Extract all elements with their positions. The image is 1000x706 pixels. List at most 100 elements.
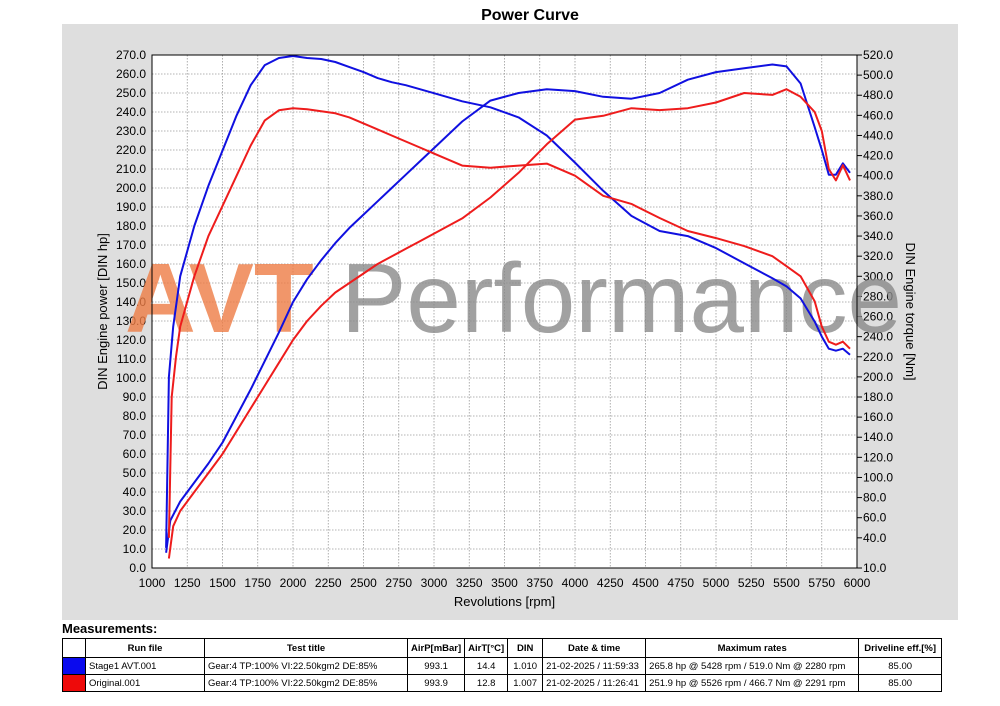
y-left-tick-label: 170.0 bbox=[116, 238, 146, 252]
x-tick-label: 5000 bbox=[703, 576, 730, 590]
series-line-power-stage1 bbox=[165, 63, 851, 553]
y-left-tick-label: 60.0 bbox=[123, 447, 147, 461]
x-tick-label: 2500 bbox=[350, 576, 377, 590]
x-tick-label: 1250 bbox=[174, 576, 201, 590]
y-right-tick-label: 420.0 bbox=[863, 149, 893, 163]
y-right-tick-label: 440.0 bbox=[863, 128, 893, 142]
airp-cell: 993.9 bbox=[406, 674, 466, 692]
watermark-part1: AVT bbox=[125, 243, 314, 353]
y-right-tick-label: 240.0 bbox=[863, 330, 893, 344]
y-left-tick-label: 250.0 bbox=[116, 86, 146, 100]
chart-svg: Power Curve 1000 1250 1500 1750 2000 2250 2500 2… bbox=[62, 7, 958, 620]
y-left-tick-label: 120.0 bbox=[116, 333, 146, 347]
din-cell: 1.010 bbox=[507, 657, 544, 675]
airt-cell: 14.4 bbox=[464, 657, 509, 675]
datetime-cell: 21-02-2025 / 11:26:41 bbox=[542, 674, 647, 692]
x-tick-label: 4000 bbox=[562, 576, 589, 590]
y-right-tick-label: 480.0 bbox=[863, 88, 893, 102]
datetime-cell: 21-02-2025 / 11:59:33 bbox=[542, 657, 647, 675]
x-axis-label: Revolutions [rpm] bbox=[454, 594, 555, 609]
col-header-driveline-eff: Driveline eff.[%] bbox=[858, 638, 943, 658]
y-right-tick-label: 220.0 bbox=[863, 350, 893, 364]
y-left-tick-label: 90.0 bbox=[123, 390, 147, 404]
y-right-tick-label: 260.0 bbox=[863, 310, 893, 324]
x-tick-label: 5750 bbox=[808, 576, 835, 590]
col-header-run-file: Run file bbox=[85, 638, 205, 658]
run-file-cell: Original.001 bbox=[85, 674, 205, 692]
y-right-tick-label: 340.0 bbox=[863, 229, 893, 243]
y-right-tick-label: 360.0 bbox=[863, 209, 893, 223]
col-header-airp: AirP[mBar] bbox=[406, 638, 466, 658]
y-left-tick-label: 70.0 bbox=[123, 428, 147, 442]
y-left-tick-label: 200.0 bbox=[116, 181, 146, 195]
y-right-tick-label: 80.0 bbox=[863, 491, 887, 505]
chart-title: Power Curve bbox=[481, 7, 579, 24]
run-color-swatch bbox=[62, 674, 86, 692]
col-header-airt: AirT[°C] bbox=[464, 638, 509, 658]
driveline-eff-cell: 85.00 bbox=[858, 657, 943, 675]
table-header-row: Run file Test title AirP[mBar] AirT[°C] … bbox=[62, 638, 943, 658]
x-tick-label: 1000 bbox=[139, 576, 166, 590]
y-right-tick-label: 460.0 bbox=[863, 108, 893, 122]
max-rates-cell: 251.9 hp @ 5526 rpm / 466.7 Nm @ 2291 rp… bbox=[645, 674, 860, 692]
x-tick-label: 3000 bbox=[421, 576, 448, 590]
y-right-tick-label: 300.0 bbox=[863, 269, 893, 283]
y-left-tick-label: 220.0 bbox=[116, 143, 146, 157]
watermark-part2: Performance bbox=[314, 243, 902, 353]
y-right-tick-label: 120.0 bbox=[863, 450, 893, 464]
y-left-tick-label: 180.0 bbox=[116, 219, 146, 233]
y-left-tick-label: 30.0 bbox=[123, 504, 147, 518]
x-tick-label: 4500 bbox=[632, 576, 659, 590]
y-left-tick-label: 0.0 bbox=[129, 561, 146, 575]
x-tick-label: 3750 bbox=[526, 576, 553, 590]
y-right-tick-label: 520.0 bbox=[863, 48, 893, 62]
swatch-header bbox=[62, 638, 86, 658]
col-header-din: DIN bbox=[507, 638, 544, 658]
table-row[interactable]: Original.001 Gear:4 TP:100% VI:22.50kgm2… bbox=[62, 674, 943, 692]
watermark-text: AVT Performance bbox=[125, 243, 902, 353]
airt-cell: 12.8 bbox=[464, 674, 509, 692]
col-header-max-rates: Maximum rates bbox=[645, 638, 860, 658]
measurements-table: Run file Test title AirP[mBar] AirT[°C] … bbox=[62, 638, 943, 692]
series-line-torque-stage1 bbox=[165, 55, 851, 548]
y-left-tick-label: 20.0 bbox=[123, 523, 147, 537]
y-left-tick-label: 110.0 bbox=[117, 352, 146, 366]
y-left-tick-label: 240.0 bbox=[116, 105, 146, 119]
y-right-tick-label: 40.0 bbox=[863, 531, 887, 545]
y-right-axis-label: DIN Engine torque [Nm] bbox=[903, 242, 918, 380]
y-right-tick-label: 180.0 bbox=[863, 390, 893, 404]
measurements-title: Measurements: bbox=[62, 621, 158, 636]
run-color-swatch bbox=[62, 657, 86, 675]
x-tick-label: 6000 bbox=[844, 576, 871, 590]
din-cell: 1.007 bbox=[507, 674, 544, 692]
y-right-tick-label: 160.0 bbox=[863, 410, 893, 424]
y-right-tick-label: 60.0 bbox=[863, 511, 887, 525]
y-left-tick-label: 140.0 bbox=[116, 295, 146, 309]
table-row[interactable]: Stage1 AVT.001 Gear:4 TP:100% VI:22.50kg… bbox=[62, 657, 943, 675]
driveline-eff-cell: 85.00 bbox=[858, 674, 943, 692]
y-right-tick-label: 100.0 bbox=[863, 470, 893, 484]
y-right-tick-label: 280.0 bbox=[863, 289, 893, 303]
x-tick-label: 3250 bbox=[456, 576, 483, 590]
x-tick-label: 3500 bbox=[491, 576, 518, 590]
y-right-tick-label: 320.0 bbox=[863, 249, 893, 263]
x-tick-label: 4750 bbox=[667, 576, 694, 590]
y-left-tick-label: 190.0 bbox=[116, 200, 146, 214]
airp-cell: 993.1 bbox=[406, 657, 466, 675]
y-left-tick-label: 260.0 bbox=[116, 67, 146, 81]
x-tick-label: 2250 bbox=[315, 576, 342, 590]
y-left-axis-label: DIN Engine power [DIN hp] bbox=[95, 233, 110, 390]
x-tick-label: 2750 bbox=[385, 576, 412, 590]
x-tick-label: 5500 bbox=[773, 576, 800, 590]
series-line-torque-original bbox=[167, 107, 851, 538]
col-header-datetime: Date & time bbox=[542, 638, 647, 658]
y-left-tick-label: 210.0 bbox=[116, 162, 146, 176]
y-left-tick-label: 160.0 bbox=[116, 257, 146, 271]
y-right-tick-label: 380.0 bbox=[863, 189, 893, 203]
y-left-tick-label: 150.0 bbox=[116, 276, 146, 290]
y-left-tick-label: 80.0 bbox=[123, 409, 147, 423]
test-title-cell: Gear:4 TP:100% VI:22.50kgm2 DE:85% bbox=[204, 657, 408, 675]
x-tick-label: 5250 bbox=[738, 576, 765, 590]
y-right-tick-label: 200.0 bbox=[863, 370, 893, 384]
y-right-tick-label: 500.0 bbox=[863, 68, 893, 82]
